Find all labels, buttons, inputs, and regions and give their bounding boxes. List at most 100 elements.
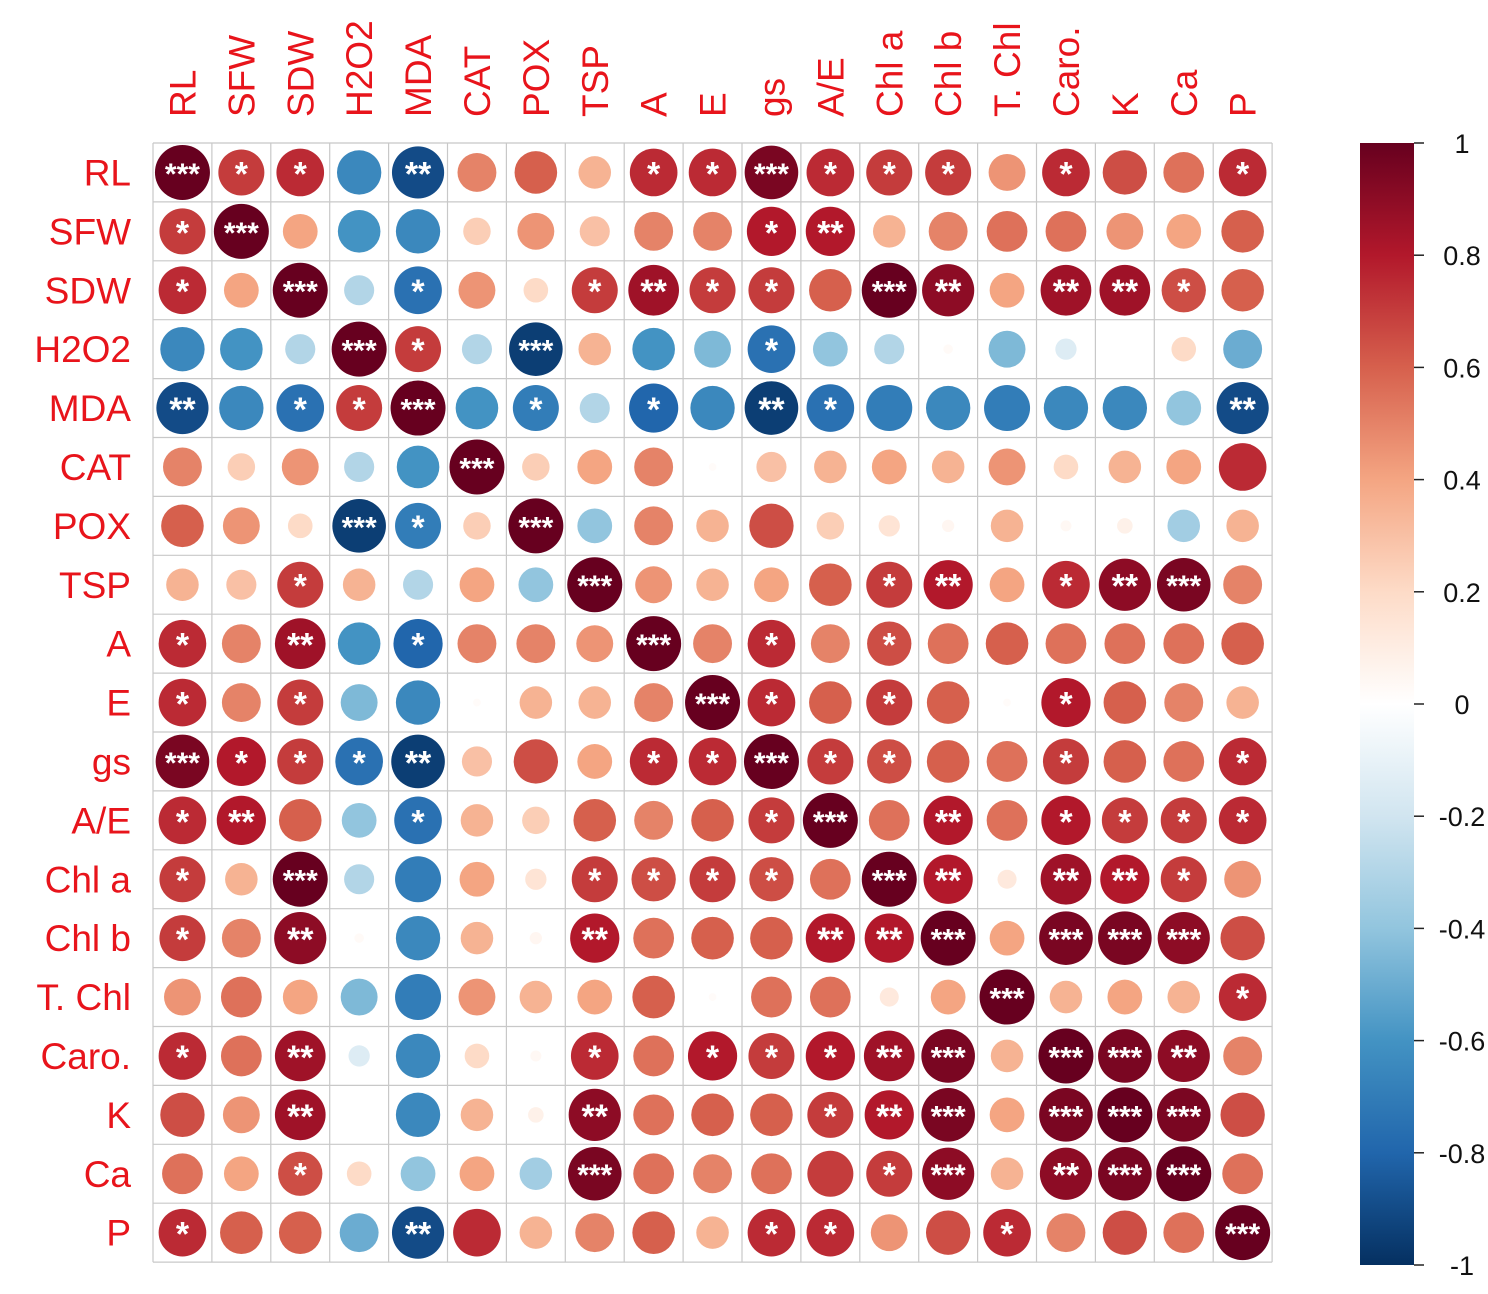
corr-circle-7-4 — [402, 569, 434, 600]
row-label: MDA — [49, 388, 132, 429]
corr-circle-7-15 — [1042, 560, 1090, 609]
corr-circle-5-1 — [227, 453, 256, 481]
significance-mark: ** — [582, 1098, 609, 1136]
corr-circle-10-11 — [807, 738, 854, 785]
corr-circle-15-18 — [1223, 1036, 1263, 1076]
corr-circle-14-1 — [220, 976, 262, 1018]
significance-mark: *** — [754, 158, 789, 191]
corr-circle-4-14 — [984, 385, 1031, 432]
corr-circle-4-7 — [579, 392, 610, 424]
column-label: H2O2 — [339, 20, 380, 117]
corr-circle-15-12 — [863, 1030, 915, 1082]
corr-circle-15-5 — [464, 1043, 490, 1069]
corr-circle-8-1 — [221, 624, 261, 664]
corr-circle-10-13 — [926, 740, 970, 783]
significance-mark: *** — [401, 393, 436, 426]
corr-circle-1-10 — [746, 206, 797, 256]
significance-mark: ** — [1053, 273, 1080, 311]
significance-mark: * — [176, 803, 190, 841]
corr-circle-7-9 — [696, 568, 729, 602]
corr-circle-15-1 — [220, 1035, 262, 1077]
corr-circle-6-15 — [1060, 520, 1072, 532]
corr-circle-16-6 — [528, 1107, 544, 1123]
corr-circle-3-0 — [160, 326, 205, 372]
column-label: E — [693, 92, 734, 117]
corr-circle-10-4 — [391, 734, 445, 789]
variable-labels: RL RL SFW SFW SDW SDW H2O2 H2O2 MDA MDA CAT CAT POX P… — [34, 20, 1263, 1253]
significance-mark: ** — [1053, 1157, 1080, 1195]
corr-circle-8-5 — [457, 624, 497, 664]
corr-circle-0-3 — [336, 150, 382, 195]
corr-circle-17-18 — [1222, 1153, 1264, 1195]
significance-mark: * — [1236, 744, 1250, 782]
significance-mark: ** — [876, 1098, 903, 1136]
corr-circle-9-8 — [634, 683, 674, 722]
column-label: Caro. — [1046, 27, 1087, 117]
corr-circle-13-1 — [221, 918, 261, 958]
significance-mark: ** — [1112, 568, 1139, 606]
significance-mark: *** — [518, 335, 553, 368]
corr-circle-12-0 — [159, 856, 206, 903]
corr-circle-6-16 — [1117, 518, 1133, 534]
row-label: T. Chl — [36, 977, 131, 1018]
corr-circle-14-3 — [340, 978, 378, 1016]
row-label: Chl a — [45, 859, 132, 900]
corr-circle-14-4 — [395, 974, 442, 1021]
corr-circle-2-2 — [272, 262, 328, 318]
corr-circle-10-2 — [277, 738, 324, 785]
corr-circle-16-11 — [807, 1091, 854, 1138]
corr-circle-16-1 — [222, 1096, 260, 1134]
significance-mark: *** — [931, 1159, 966, 1192]
corr-circle-16-8 — [633, 1094, 675, 1136]
corr-circle-3-6 — [509, 322, 563, 376]
column-label: SDW — [280, 31, 321, 117]
corr-circle-14-11 — [809, 976, 851, 1018]
corr-circle-6-3 — [332, 499, 386, 553]
corr-circle-17-0 — [162, 1153, 203, 1195]
corr-circle-3-2 — [285, 334, 316, 365]
corr-circle-13-4 — [395, 915, 441, 961]
corr-circle-1-3 — [337, 210, 381, 253]
colorbar-tick-label: -0.2 — [1439, 802, 1486, 832]
significance-mark: * — [1177, 803, 1191, 841]
significance-mark: *** — [1048, 924, 1083, 957]
significance-mark: * — [706, 273, 720, 311]
corr-circle-12-5 — [459, 861, 495, 897]
corr-circle-9-3 — [340, 684, 378, 721]
corr-circle-12-9 — [689, 856, 736, 903]
significance-mark: * — [883, 744, 897, 782]
significance-mark: * — [176, 921, 190, 959]
row-label: Ca — [84, 1154, 132, 1195]
significance-mark: * — [294, 1157, 308, 1195]
corr-circle-4-8 — [629, 383, 679, 433]
corr-circle-16-5 — [460, 1098, 494, 1132]
corr-circle-18-1 — [220, 1211, 263, 1254]
significance-mark: * — [647, 155, 661, 193]
significance-mark: * — [176, 1039, 190, 1077]
significance-mark: ** — [1229, 391, 1256, 429]
corr-circle-16-15 — [1039, 1088, 1093, 1142]
corr-circle-1-11 — [805, 206, 855, 256]
significance-mark: * — [824, 1039, 838, 1077]
row-label: gs — [92, 741, 131, 782]
corr-circle-7-16 — [1098, 558, 1151, 611]
corr-circle-1-6 — [517, 212, 555, 250]
corr-circle-15-4 — [395, 1033, 441, 1079]
column-label: RL — [162, 70, 203, 117]
column-label: Chl a — [869, 30, 910, 117]
significance-mark: *** — [342, 511, 377, 544]
corr-circle-18-12 — [870, 1214, 908, 1252]
corr-circle-2-4 — [394, 266, 442, 315]
significance-mark: * — [765, 803, 779, 841]
corr-circle-4-16 — [1102, 385, 1148, 431]
corr-circle-11-2 — [278, 799, 322, 842]
corr-circle-17-9 — [693, 1154, 732, 1194]
corr-circle-11-11 — [802, 792, 858, 848]
corr-circle-0-16 — [1102, 150, 1148, 195]
colorbar-tick-label: 0.6 — [1443, 353, 1481, 383]
corr-circle-1-13 — [928, 211, 968, 251]
significance-mark: * — [765, 1216, 779, 1254]
corr-circle-12-12 — [861, 851, 917, 907]
corr-circle-2-16 — [1099, 264, 1151, 316]
corr-circle-4-9 — [690, 385, 735, 431]
